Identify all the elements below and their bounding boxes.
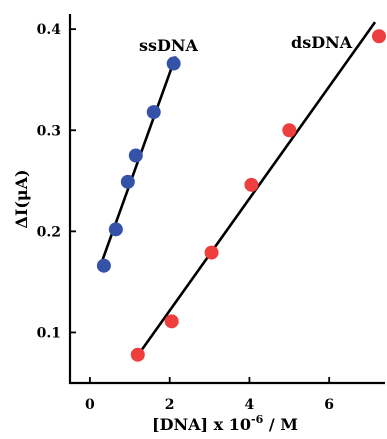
point-dsdna-4 [282,123,297,138]
y-tick-label-3: 0.4 [37,22,62,38]
x-tick-label-0: 0 [85,397,95,413]
point-dsdna-2 [204,245,219,260]
plot-frame [68,14,385,385]
y-tick-label-1: 0.2 [37,224,61,240]
x-axis-label-main: [DNA] x 10 [152,415,251,434]
point-dsdna-5 [372,29,387,44]
point-ssdna-5 [166,56,181,71]
x-axis-label: [DNA] x 10-6 / M [152,413,298,434]
data-points [96,29,387,362]
x-axis-label-tail: / M [263,415,298,434]
point-ssdna-2 [120,174,135,189]
point-ssdna-1 [108,222,123,237]
point-ssdna-0 [96,258,111,273]
x-tick-label-2: 4 [245,397,255,413]
x-axis-label-exponent: -6 [251,413,264,426]
series-label-ssdna: ssDNA [139,36,199,55]
y-tick-label-0: 0.1 [37,325,61,341]
point-ssdna-3 [128,148,143,163]
ticks: 0 2 4 6 0.1 0.2 0.3 0.4 [37,22,334,413]
axes [68,14,385,385]
y-tick-label-2: 0.3 [37,123,61,139]
x-tick-label-3: 6 [324,397,334,413]
y-axis-label: ΔI(μA) [12,169,31,228]
point-dsdna-1 [164,314,179,329]
point-ssdna-4 [146,105,161,120]
fit-lines [100,21,377,354]
series-label-dsdna: dsDNA [291,33,353,52]
point-dsdna-0 [130,347,145,362]
point-dsdna-3 [244,177,259,192]
x-tick-label-1: 2 [165,397,175,413]
